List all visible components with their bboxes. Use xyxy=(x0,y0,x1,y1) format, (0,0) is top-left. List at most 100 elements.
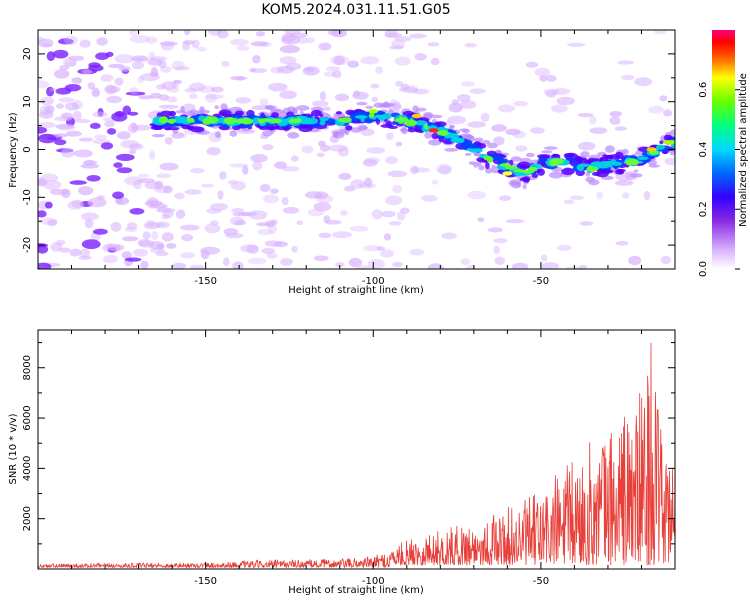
ridge-cell xyxy=(550,158,565,165)
noise-cell xyxy=(126,222,138,230)
ridge-cell xyxy=(500,163,511,167)
noise-cell xyxy=(659,95,668,102)
ridge-cell xyxy=(151,134,165,138)
noise-cell xyxy=(280,258,293,266)
noise-cell xyxy=(138,95,154,100)
noise-cell xyxy=(375,66,383,74)
noise-cell xyxy=(230,181,247,191)
noise-cell xyxy=(171,132,184,139)
ridge-cell xyxy=(214,105,219,109)
ridge-cell xyxy=(525,152,535,158)
noise-cell xyxy=(316,194,334,204)
noise-cell xyxy=(40,96,54,106)
noise-cell xyxy=(262,144,274,151)
noise-cell xyxy=(392,261,403,268)
ridge-cell xyxy=(335,111,342,115)
noise-cell xyxy=(100,74,114,82)
noise-cell xyxy=(73,149,93,158)
noise-cell xyxy=(178,132,187,138)
noise-cell xyxy=(556,96,575,106)
noise-cell xyxy=(567,42,586,47)
noise-cell xyxy=(200,246,221,255)
noise-cell xyxy=(78,255,92,260)
noise-cell xyxy=(448,102,463,113)
noise-cell xyxy=(493,245,501,255)
ridge-cell xyxy=(345,125,353,131)
noise-cell xyxy=(305,37,315,44)
snr-plot-area xyxy=(38,330,675,569)
ridge-cell xyxy=(169,120,174,124)
noise-cell xyxy=(140,73,160,82)
y-tick-label: 6000 xyxy=(22,405,33,430)
noise-cell xyxy=(146,200,159,209)
spectrogram-y-ticks: -20 -10 0 10 20 xyxy=(22,29,675,270)
noise-cell xyxy=(487,227,503,233)
ridge-cell xyxy=(656,144,665,150)
noise-cell xyxy=(93,228,108,235)
noise-cell xyxy=(332,70,342,79)
noise-cell xyxy=(427,263,444,269)
noise-cell xyxy=(116,167,133,174)
noise-cell xyxy=(285,62,302,71)
noise-cell xyxy=(246,244,260,254)
ridge-cell xyxy=(588,179,600,186)
noise-cell xyxy=(94,134,108,140)
noise-cell xyxy=(114,77,124,86)
noise-cell xyxy=(129,148,137,155)
noise-cell xyxy=(38,80,50,89)
noise-cell xyxy=(480,112,490,123)
noise-cell xyxy=(431,179,439,185)
noise-cell xyxy=(112,191,124,199)
noise-cell xyxy=(291,245,298,253)
noise-cell xyxy=(38,210,47,218)
ridge-cell xyxy=(209,116,219,124)
colorbar-label: Normalized spectral amplitude xyxy=(738,73,749,227)
noise-cell xyxy=(545,90,557,98)
noise-cell xyxy=(140,260,149,269)
noise-cell xyxy=(348,257,363,268)
ridge-cell xyxy=(369,112,375,118)
noise-cell xyxy=(38,121,56,129)
noise-cell xyxy=(38,177,46,183)
ridge-cell xyxy=(385,120,392,127)
noise-cell xyxy=(227,179,238,185)
ridge-cell xyxy=(659,140,664,145)
noise-cell xyxy=(304,191,324,199)
noise-cell xyxy=(370,83,380,89)
spectrogram-plot-area xyxy=(38,30,675,269)
colorbar-tick-label: 0.0 xyxy=(698,261,709,277)
noise-cell xyxy=(609,116,621,125)
ridge-cell xyxy=(678,129,685,133)
noise-cell xyxy=(430,57,440,66)
noise-cell xyxy=(491,124,507,132)
ridge-cell xyxy=(678,141,683,146)
ridge-cell xyxy=(265,125,278,130)
ridge-cell xyxy=(166,127,180,131)
noise-cell xyxy=(427,42,440,47)
noise-cell xyxy=(648,105,664,114)
noise-cell xyxy=(163,185,173,194)
noise-cell xyxy=(250,41,269,47)
ridge-cell xyxy=(478,165,485,171)
ridge-cell xyxy=(437,130,447,134)
noise-cell xyxy=(279,56,297,65)
noise-cell xyxy=(38,245,49,254)
noise-cell xyxy=(102,254,118,264)
noise-cell xyxy=(46,86,55,97)
ridge-cell xyxy=(509,168,517,173)
noise-cell xyxy=(282,207,300,214)
ridge-cell xyxy=(199,106,205,114)
noise-cell xyxy=(319,91,327,101)
noise-cell xyxy=(469,88,486,94)
ridge-cell xyxy=(311,109,322,117)
noise-cell xyxy=(467,190,487,200)
noise-cell xyxy=(114,54,135,64)
noise-cell xyxy=(52,133,68,138)
colorbar-tick-label: 0.4 xyxy=(698,142,709,158)
ridge-cell xyxy=(678,142,684,146)
ridge-cell xyxy=(296,117,302,123)
noise-cell xyxy=(259,184,271,192)
noise-cell xyxy=(100,142,114,150)
ridge-cell xyxy=(605,160,614,168)
ridge-cell xyxy=(295,105,310,111)
